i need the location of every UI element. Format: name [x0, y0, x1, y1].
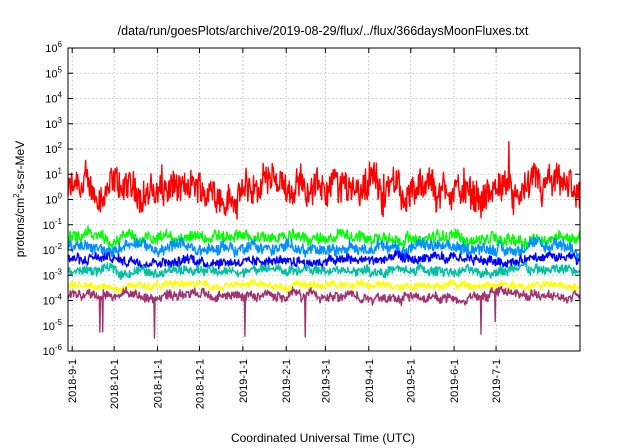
y-tick-label: 105 — [45, 65, 62, 80]
y-tick-label: 101 — [45, 166, 62, 181]
x-tick-label: 2019-5-1 — [406, 359, 418, 403]
y-tick-label: 106 — [45, 40, 62, 55]
y-axis-label-base: protons/cm — [13, 198, 27, 257]
series-line — [67, 236, 581, 262]
y-tick-label: 10-5 — [43, 318, 63, 333]
x-axis-label: Coordinated Universal Time (UTC) — [231, 431, 415, 445]
x-tick-label: 2019-4-1 — [364, 359, 376, 403]
y-axis: 10-6 10-5 10-4 10-3 10-2 10-1 100 101 102 103 104 1… — [43, 40, 580, 358]
series-layer — [67, 140, 581, 339]
x-tick-label: 2019-6-1 — [449, 359, 461, 403]
series-line — [67, 285, 581, 339]
y-axis-label-rest: -s-sr-MeV — [13, 141, 27, 194]
series-line — [67, 261, 581, 281]
y-tick-label: 10-4 — [43, 293, 63, 308]
y-tick-label: 10-1 — [43, 217, 63, 232]
chart-title: /data/run/goesPlots/archive/2019-08-29/f… — [118, 24, 529, 38]
series-line — [67, 140, 581, 220]
y-tick-label: 102 — [45, 141, 62, 156]
y-axis-label: protons/cm2-s-sr-MeV — [12, 141, 27, 257]
y-tick-label: 104 — [45, 91, 62, 106]
x-tick-label: 2018-12-1 — [194, 359, 206, 409]
x-tick-label: 2019-1-1 — [238, 359, 250, 403]
series-line — [67, 278, 581, 293]
y-tick-label: 10-6 — [43, 343, 63, 358]
y-tick-label: 100 — [45, 192, 62, 207]
x-tick-label: 2019-3-1 — [320, 359, 332, 403]
x-tick-label: 2019-2-1 — [281, 359, 293, 403]
y-tick-label: 10-2 — [43, 242, 63, 257]
series-line — [67, 225, 581, 250]
y-tick-label: 10-3 — [43, 267, 63, 282]
x-tick-label: 2019-7-1 — [491, 359, 503, 403]
series-line — [67, 250, 581, 270]
x-tick-label: 2018-11-1 — [153, 359, 165, 408]
y-tick-label: 103 — [45, 116, 62, 131]
x-tick-label: 2018-9-1 — [67, 359, 79, 403]
x-axis: 2018-9-1 2018-10-1 2018-11-1 2018-12-1 2019-… — [67, 48, 503, 409]
y-axis-label-exponent: 2 — [12, 193, 21, 198]
x-tick-label: 2018-10-1 — [109, 359, 121, 409]
